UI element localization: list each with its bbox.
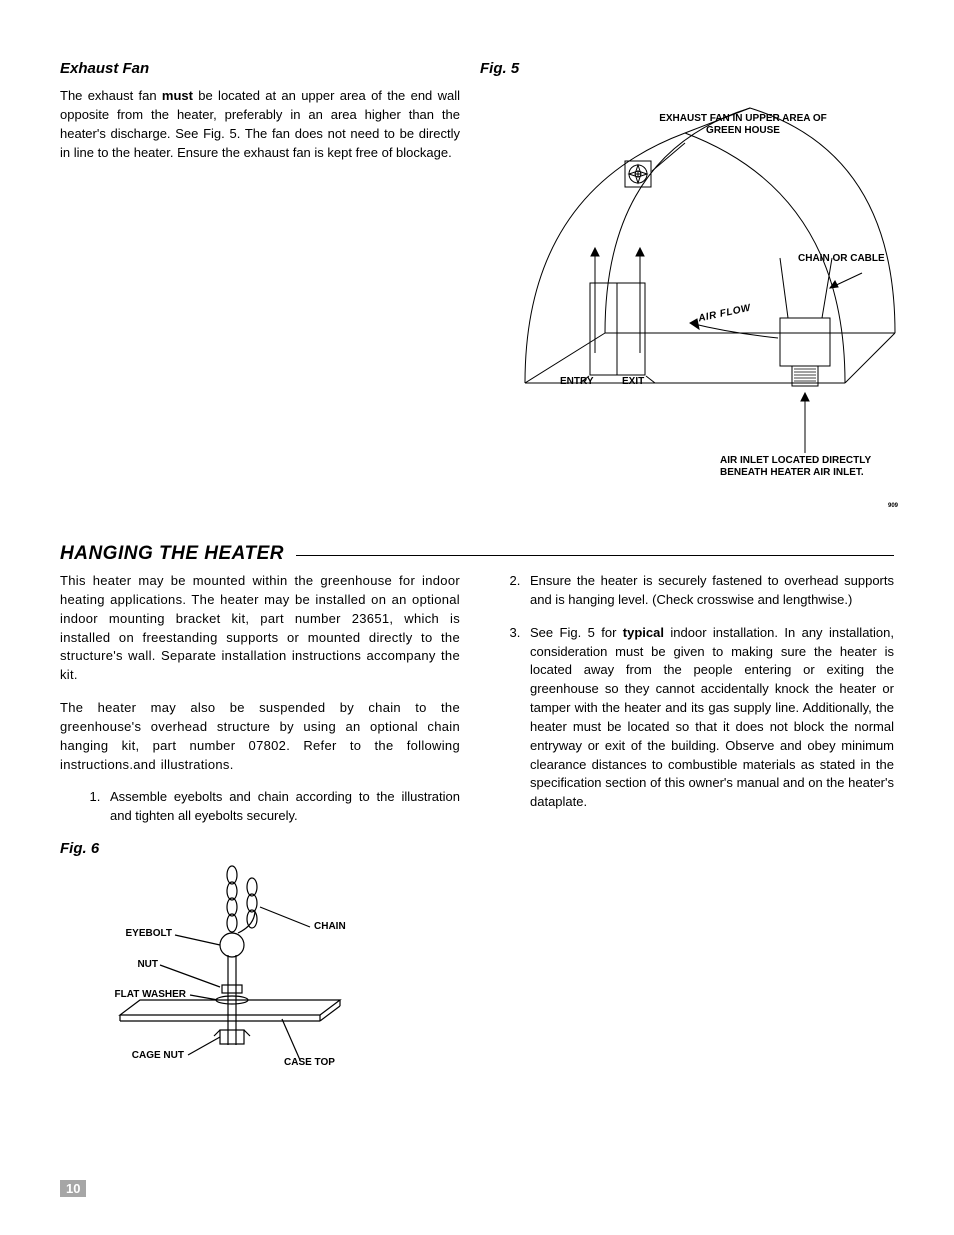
top-row: Exhaust Fan The exhaust fan must be loca…: [60, 60, 894, 513]
exhaust-heading: Exhaust Fan: [60, 60, 460, 77]
fig6-eyebolt: EYEBOLT: [120, 928, 172, 939]
hanging-section: HANGING THE HEATER This heater may be mo…: [60, 543, 894, 1085]
fig5-exit-label: EXIT: [622, 376, 644, 388]
hanging-list-left: Assemble eyebolts and chain according to…: [60, 788, 460, 826]
hanging-para1: This heater may be mounted within the gr…: [60, 572, 460, 685]
hanging-item1: Assemble eyebolts and chain according to…: [104, 788, 460, 826]
exhaust-para-pre: The exhaust fan: [60, 88, 162, 103]
hanging-para2: The heater may also be suspended by chai…: [60, 699, 460, 774]
fig5-diagram: EXHAUST FAN IN UPPER AREA OF GREEN HOUSE…: [480, 83, 900, 513]
fig6-nut: NUT: [132, 959, 158, 970]
fig6-cagenut: CAGE NUT: [126, 1050, 184, 1061]
fig6-label: Fig. 6: [60, 840, 460, 857]
fig5-column: Fig. 5: [480, 60, 900, 513]
fig5-entry-label: ENTRY: [560, 376, 594, 388]
fig6-chain: CHAIN: [314, 921, 346, 932]
fig5-exhaust-label: EXHAUST FAN IN UPPER AREA OF GREEN HOUSE: [658, 113, 828, 137]
fig5-chain-label: CHAIN OR CABLE: [798, 253, 898, 265]
fig5-svg: [480, 83, 900, 513]
fig6-flatwasher: FLAT WASHER: [106, 989, 186, 1000]
item3-pre: See Fig. 5 for: [530, 625, 623, 640]
fig5-inlet-label: AIR INLET LOCATED DIRECTLY BENEATH HEATE…: [720, 455, 880, 479]
fig6-casetop: CASE TOP: [284, 1057, 335, 1068]
fig5-label: Fig. 5: [480, 60, 900, 77]
exhaust-paragraph: The exhaust fan must be located at an up…: [60, 87, 460, 162]
hanging-right: Ensure the heater is securely fastened t…: [480, 572, 894, 1085]
hanging-row: This heater may be mounted within the gr…: [60, 572, 894, 1085]
hanging-item3: See Fig. 5 for typical indoor installati…: [524, 624, 894, 812]
item3-bold: typical: [623, 625, 664, 640]
hanging-left: This heater may be mounted within the gr…: [60, 572, 460, 1085]
fig6-svg: [60, 865, 400, 1085]
exhaust-para-bold: must: [162, 88, 193, 103]
item3-post: indoor installation. In any installation…: [530, 625, 894, 810]
hanging-list-right: Ensure the heater is securely fastened t…: [480, 572, 894, 812]
fig5-code: 909: [888, 503, 898, 510]
page-number: 10: [60, 1180, 86, 1197]
exhaust-column: Exhaust Fan The exhaust fan must be loca…: [60, 60, 460, 513]
hanging-item2: Ensure the heater is securely fastened t…: [524, 572, 894, 610]
hanging-heading: HANGING THE HEATER: [60, 543, 296, 565]
fig6-diagram: EYEBOLT NUT FLAT WASHER CAGE NUT CHAIN C…: [60, 865, 400, 1085]
